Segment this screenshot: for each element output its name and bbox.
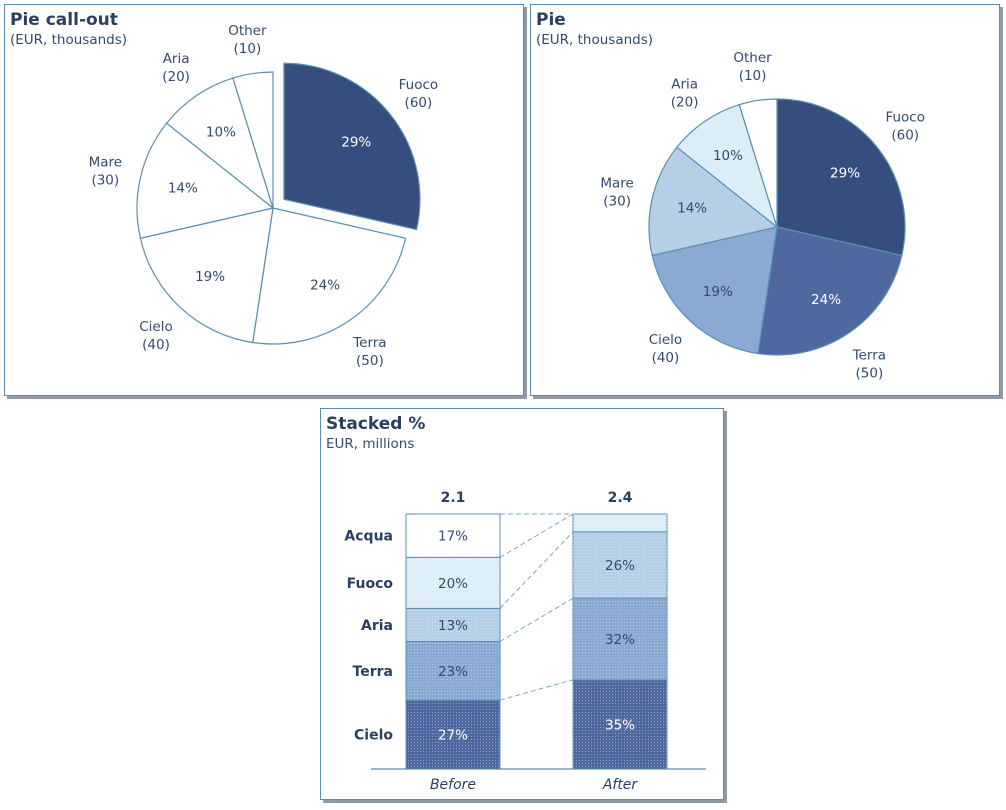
pie-slice-mare <box>648 146 779 257</box>
segment-label-before-acqua: 17% <box>438 529 468 545</box>
slice-name-terra: Terra <box>852 348 886 364</box>
pie-slice-terra <box>757 226 903 356</box>
pie-callout-panel: Pie call-out (EUR, thousands) 29% Fuoco (6… <box>4 4 524 396</box>
slice-value-cielo: (40) <box>142 337 170 353</box>
pie-callout-chart: 29% Fuoco (60) 24% Terra (50) 19% Cielo (40) 14% M… <box>89 23 439 369</box>
bar-texture <box>573 598 667 680</box>
segment-label-after-cielo: 35% <box>605 717 635 733</box>
pct-label-cielo: 19% <box>703 284 733 300</box>
connector-line <box>499 513 574 558</box>
bar-texture <box>406 557 500 609</box>
slice-name-fuoco: Fuoco <box>885 110 925 126</box>
stacked-percent-panel: Stacked % EUR, millions 27% 23% 13% 20% 17% 2… <box>320 408 724 800</box>
slice-value-terra: (50) <box>856 366 884 382</box>
slice-name-cielo: Cielo <box>139 319 173 335</box>
pie-slice-cielo <box>651 226 778 355</box>
category-label-after: After <box>602 777 639 793</box>
pct-label-aria: 10% <box>206 125 236 141</box>
pct-label-mare: 14% <box>677 201 707 217</box>
slice-value-terra: (50) <box>356 353 384 369</box>
pie-slice-terra <box>252 207 407 345</box>
slice-name-mare: Mare <box>89 155 122 171</box>
slice-name-aria: Aria <box>163 51 190 67</box>
chart-subtitle: (EUR, thousands) <box>536 32 654 48</box>
slice-name-other: Other <box>733 50 772 66</box>
series-label-cielo: Cielo <box>354 728 393 744</box>
slice-name-aria: Aria <box>671 76 698 92</box>
slice-value-other: (10) <box>739 68 767 84</box>
pie-chart: 29% Fuoco (60) 24% Terra (50) 19% Cielo (40) 14% M… <box>600 50 925 382</box>
bar-texture <box>573 679 667 769</box>
segment-label-after-aria: 26% <box>605 558 635 574</box>
pie-slice-aria <box>676 103 779 229</box>
segment-label-before-cielo: 27% <box>438 728 468 744</box>
pct-label-aria: 10% <box>713 148 743 164</box>
pct-label-mare: 14% <box>168 180 198 196</box>
series-label-aria: Aria <box>361 618 393 634</box>
total-label-before: 2.1 <box>441 490 466 506</box>
pie-slice-other <box>738 98 778 228</box>
slice-value-other: (10) <box>234 41 262 57</box>
slice-value-mare: (30) <box>91 173 119 189</box>
slice-name-terra: Terra <box>352 335 386 351</box>
chart-title: Pie call-out <box>10 10 118 30</box>
slice-value-cielo: (40) <box>652 350 680 366</box>
chart-subtitle: (EUR, thousands) <box>10 32 128 48</box>
segment-label-after-terra: 32% <box>605 632 635 648</box>
connector-line <box>499 597 574 642</box>
slice-value-fuoco: (60) <box>891 128 919 144</box>
pct-label-cielo: 19% <box>195 269 225 285</box>
slice-value-mare: (30) <box>603 194 631 210</box>
bar-segment-before-acqua <box>405 513 501 558</box>
series-label-fuoco: Fuoco <box>347 576 394 592</box>
total-label-after: 2.4 <box>608 490 633 506</box>
pct-label-terra: 24% <box>811 292 841 308</box>
slice-value-aria: (20) <box>671 94 699 110</box>
slice-value-aria: (20) <box>162 69 190 85</box>
slice-name-mare: Mare <box>600 176 633 192</box>
stacked-bar-chart: 27% 23% 13% 20% 17% 2.1 Before 35% 32% 26% 2.4 Afte… <box>344 490 706 793</box>
connector-line <box>499 679 574 701</box>
chart-title: Stacked % <box>326 414 426 434</box>
connector-line <box>499 531 574 609</box>
pct-label-fuoco: 29% <box>830 166 860 182</box>
segment-label-before-terra: 23% <box>438 664 468 680</box>
pie-slice-cielo <box>139 207 274 344</box>
bar-texture <box>406 641 500 701</box>
pie-slice-aria <box>165 77 275 210</box>
series-label-terra: Terra <box>353 664 393 680</box>
segment-label-before-aria: 13% <box>438 618 468 634</box>
pie-slice-mare <box>136 122 275 239</box>
slice-name-other: Other <box>228 23 267 39</box>
series-label-acqua: Acqua <box>344 529 393 545</box>
slice-name-fuoco: Fuoco <box>399 77 439 93</box>
pct-label-terra: 24% <box>310 277 340 293</box>
chart-subtitle: EUR, millions <box>326 436 415 452</box>
pie-slice-fuoco <box>283 62 421 231</box>
slice-value-fuoco: (60) <box>405 95 433 111</box>
bar-texture <box>573 531 667 599</box>
pct-label-fuoco: 29% <box>341 135 371 151</box>
bar-texture <box>406 700 500 769</box>
bar-texture <box>573 514 667 532</box>
segment-label-before-fuoco: 20% <box>438 576 468 592</box>
pie-slice-fuoco <box>776 98 906 257</box>
bar-texture <box>406 608 500 642</box>
chart-title: Pie <box>536 10 566 30</box>
pie-slice-other <box>232 71 274 209</box>
slice-name-cielo: Cielo <box>649 332 683 348</box>
pie-panel: Pie (EUR, thousands) 29% Fuoco (60) 24% Terr… <box>530 4 1000 396</box>
category-label-before: Before <box>430 777 476 793</box>
